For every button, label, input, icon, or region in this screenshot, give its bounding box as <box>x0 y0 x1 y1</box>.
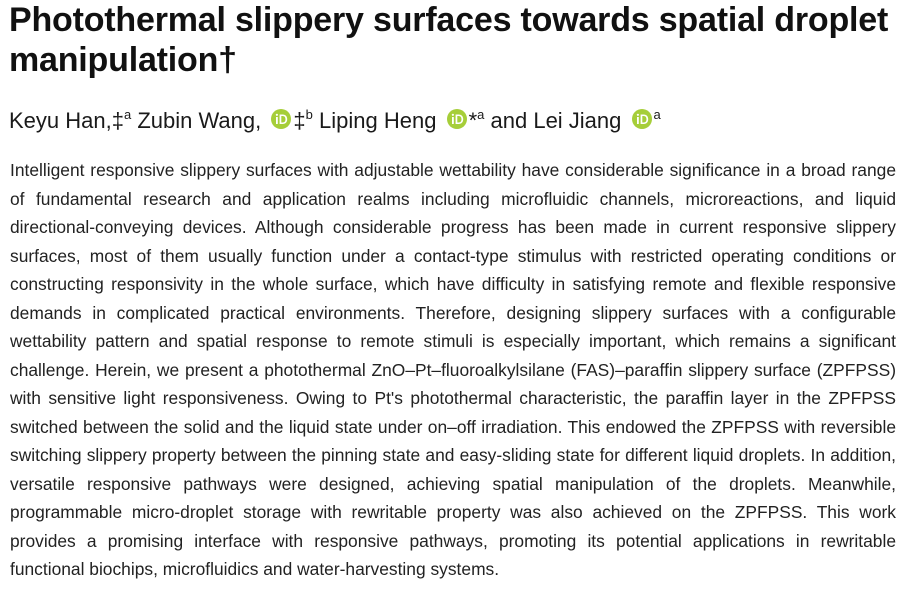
author-name: Zubin Wang, <box>137 108 262 133</box>
author-mark: ‡ <box>293 108 306 133</box>
abstract: Intelligent responsive slippery surfaces… <box>10 160 896 579</box>
affiliation: a <box>123 107 132 122</box>
author-name: Lei Jiang <box>533 108 622 133</box>
orcid-icon[interactable] <box>631 109 652 129</box>
affiliation: a <box>477 107 485 122</box>
author-mark: ‡ <box>111 108 124 133</box>
orcid-icon[interactable] <box>271 109 292 129</box>
conjunction: and <box>490 108 528 133</box>
author-name: Keyu Han, <box>9 108 112 133</box>
affiliation: b <box>305 107 313 122</box>
paper-title: Photothermal slippery surfaces towards s… <box>9 1 889 79</box>
author-mark: * <box>468 108 478 133</box>
affiliation: a <box>653 107 661 122</box>
orcid-icon[interactable] <box>446 109 467 129</box>
author-list: Keyu Han,‡a Zubin Wang, ‡b Liping Heng *… <box>9 105 899 137</box>
author-name: Liping Heng <box>319 108 437 133</box>
